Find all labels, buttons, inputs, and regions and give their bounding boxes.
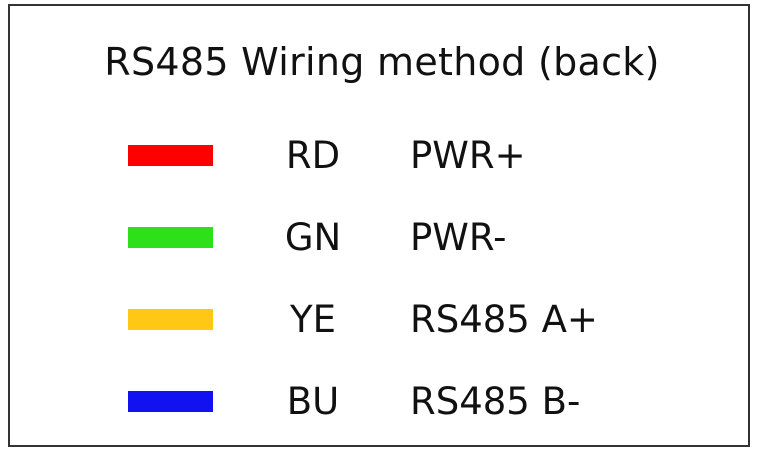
legend-frame — [8, 4, 750, 447]
wire-color-swatch — [128, 227, 213, 248]
wire-function: PWR+ — [410, 134, 526, 177]
wire-color-swatch — [128, 391, 213, 412]
wire-row-blue: BU RS485 B- — [0, 377, 764, 427]
wire-code: GN — [284, 216, 342, 259]
wire-code: BU — [286, 380, 340, 423]
wire-color-swatch — [128, 145, 213, 166]
diagram-title: RS485 Wiring method (back) — [104, 40, 660, 84]
wire-row-green: GN PWR- — [0, 213, 764, 263]
wire-function: PWR- — [410, 216, 507, 259]
wire-function: RS485 A+ — [410, 298, 598, 341]
wire-code: RD — [285, 134, 341, 177]
wire-row-yellow: YE RS485 A+ — [0, 295, 764, 345]
wire-function: RS485 B- — [410, 380, 581, 423]
wire-row-red: RD PWR+ — [0, 131, 764, 181]
wire-color-swatch — [128, 309, 213, 330]
wire-code: YE — [290, 298, 336, 341]
